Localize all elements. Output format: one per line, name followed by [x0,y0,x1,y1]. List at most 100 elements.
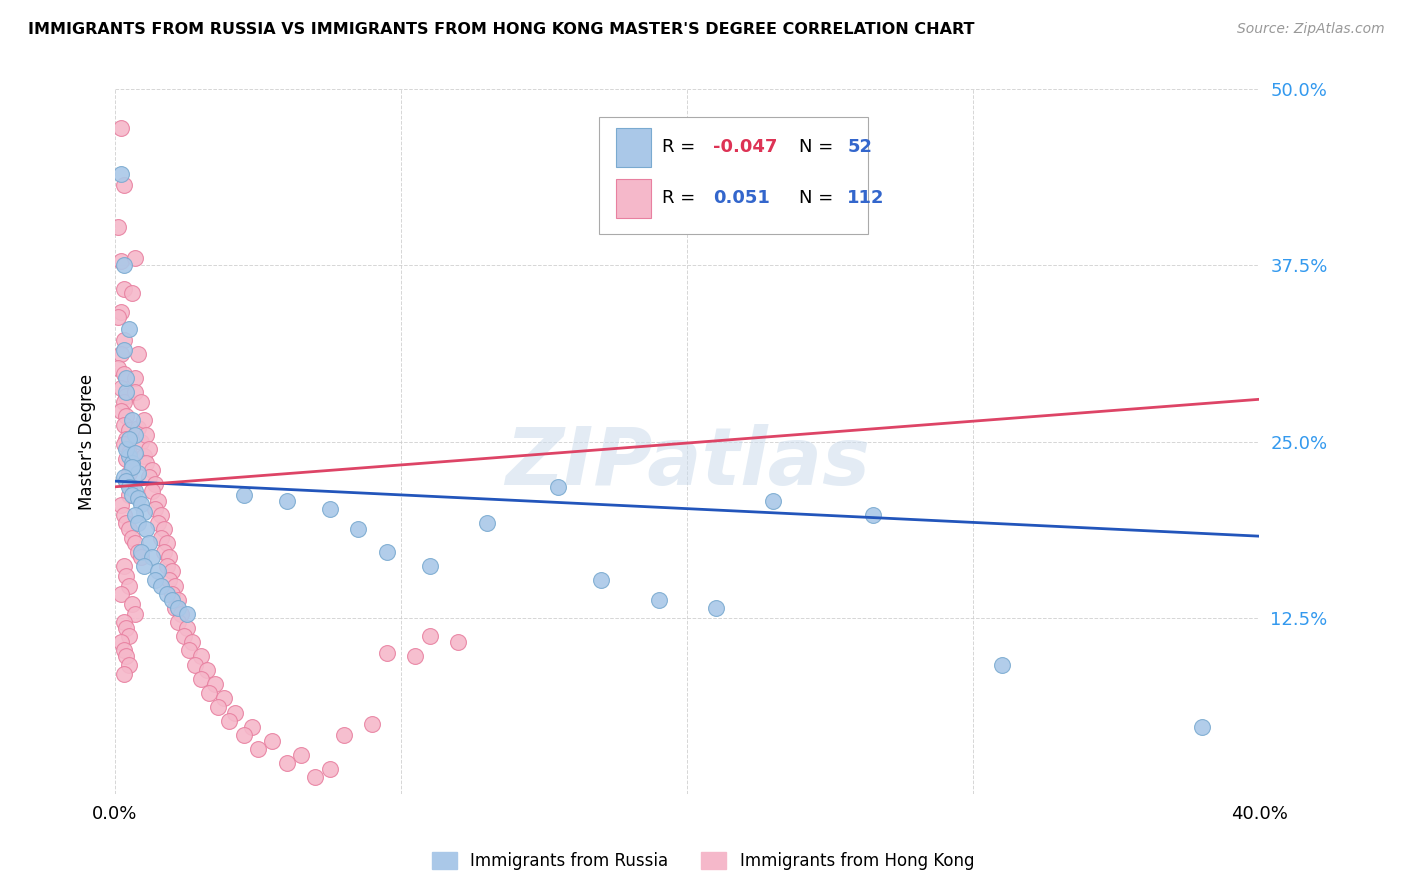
Point [179,643,201,657]
Point [115,568,138,582]
Point [115,442,138,456]
Point [118,322,141,336]
Point [115,432,138,446]
Point [121,460,143,475]
Point [107,361,129,376]
Point [207,699,229,714]
Text: IMMIGRANTS FROM RUSSIA VS IMMIGRANTS FROM HONG KONG MASTER'S DEGREE CORRELATION : IMMIGRANTS FROM RUSSIA VS IMMIGRANTS FRO… [28,22,974,37]
Point [124,446,146,460]
Point [218,714,240,728]
Point [118,432,141,446]
Point [124,508,146,522]
Text: R =: R = [662,138,702,156]
Point [167,592,190,607]
Point [121,460,143,475]
Point [110,381,132,395]
Point [419,558,441,573]
Point [181,635,204,649]
Point [146,494,169,508]
Point [149,531,172,545]
Point [591,573,613,587]
Point [155,587,177,601]
Point [124,483,146,498]
Point [112,333,135,347]
Point [118,480,141,494]
Point [121,286,143,301]
Point [155,536,177,550]
Point [276,494,298,508]
Point [170,607,193,621]
Point [240,720,263,734]
Point [141,483,163,498]
Point [110,498,132,512]
Point [118,522,141,536]
Point [138,442,160,456]
Point [127,347,149,361]
Point [112,508,135,522]
Point [112,343,135,357]
Point [160,587,183,601]
FancyBboxPatch shape [616,179,651,218]
Point [127,516,149,531]
Point [124,536,146,550]
Point [184,657,207,672]
Point [991,657,1014,672]
Point [132,449,155,463]
Point [276,756,298,771]
Point [224,706,246,720]
Point [124,371,146,385]
Point [176,607,198,621]
Point [110,305,132,319]
Point [115,649,138,664]
Point [304,771,326,785]
Point [318,762,340,776]
Text: 112: 112 [848,189,884,207]
Point [118,466,141,480]
Point [127,491,149,505]
Point [115,451,138,466]
Point [129,434,152,449]
Point [190,649,212,664]
Point [333,728,356,742]
Point [112,258,135,272]
Point [112,367,135,381]
Point [195,663,218,677]
Point [862,508,884,522]
Point [146,516,169,531]
Point [112,615,135,630]
Point [212,691,235,706]
Point [138,470,160,484]
Point [141,550,163,565]
Point [247,742,270,756]
Point [110,167,132,181]
Point [107,310,129,325]
Point [107,220,129,235]
Point [135,456,157,470]
Point [127,466,149,480]
Point [110,587,132,601]
Point [112,417,135,432]
Point [110,347,132,361]
Point [143,502,166,516]
Point [447,635,470,649]
Point [121,413,143,427]
Point [149,508,172,522]
Point [127,420,149,434]
Point [129,497,152,511]
Point [118,657,141,672]
Point [132,558,155,573]
Text: Source: ZipAtlas.com: Source: ZipAtlas.com [1237,22,1385,37]
FancyBboxPatch shape [599,117,868,234]
Text: 52: 52 [848,138,872,156]
Point [110,121,132,136]
Text: N =: N = [799,189,839,207]
Point [112,558,135,573]
Point [115,409,138,424]
Point [152,522,174,536]
Point [115,371,138,385]
Point [347,522,370,536]
Point [404,649,426,664]
Point [232,728,254,742]
Point [112,395,135,409]
Point [160,565,183,579]
